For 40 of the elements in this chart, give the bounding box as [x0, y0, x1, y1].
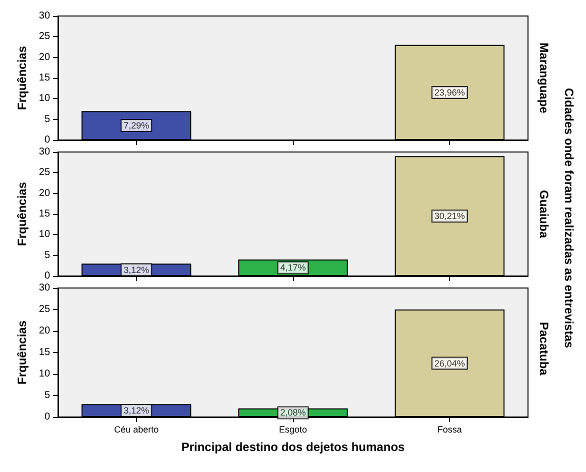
y-tick-label: 10	[38, 229, 50, 240]
y-tick-label: 10	[38, 93, 50, 104]
y-tick-label: 30	[38, 146, 50, 158]
text: Guaiuba	[537, 190, 551, 238]
y-tick-label: 5	[44, 250, 50, 261]
x-axis-title: Principal destino dos dejetos humanos	[181, 440, 406, 454]
y-tick-label: 30	[38, 10, 50, 22]
y-tick-label: 0	[44, 270, 50, 282]
y-tick-label: 20	[38, 188, 50, 199]
y-tick-label: 25	[38, 31, 50, 42]
annotation: 23,96%	[434, 87, 465, 98]
y-axis-title: Frquências	[15, 46, 29, 110]
annotation: 2,08%	[280, 408, 306, 418]
text: Cidades onde foram realizadas as entrevistas	[562, 86, 576, 350]
annotation: 26,04%	[434, 358, 465, 368]
y-tick-label: 20	[38, 52, 50, 63]
annotation: 30,21%	[434, 211, 465, 222]
y-tick-label: 5	[44, 114, 50, 125]
y-tick-label: 20	[38, 326, 50, 336]
annotation: 3,12%	[124, 406, 150, 416]
y-tick-label: 15	[38, 347, 50, 358]
y-tick-label: 15	[38, 72, 50, 84]
y-tick-label: 5	[44, 390, 50, 401]
y-tick-label: 25	[38, 304, 50, 315]
text: Pacatuba	[537, 322, 551, 376]
x-tick-label: Esgoto	[278, 424, 308, 434]
y-axis-title: Frquências	[15, 182, 29, 246]
annotation: 3,12%	[124, 264, 150, 275]
y-tick-label: 0	[44, 134, 50, 146]
y-tick-label: 15	[38, 208, 50, 220]
y-tick-label: 30	[38, 282, 50, 294]
x-tick-label: Céu aberto	[114, 424, 159, 434]
x-tick-label: Fossa	[437, 424, 462, 434]
y-tick-label: 0	[44, 412, 50, 422]
y-axis-title: Frquências	[15, 320, 29, 385]
annotation: 4,17%	[280, 262, 306, 273]
y-tick-label: 25	[38, 167, 50, 178]
text: Maranguape	[537, 42, 551, 114]
annotation: 7,29%	[124, 120, 150, 131]
y-tick-label: 10	[38, 368, 50, 380]
